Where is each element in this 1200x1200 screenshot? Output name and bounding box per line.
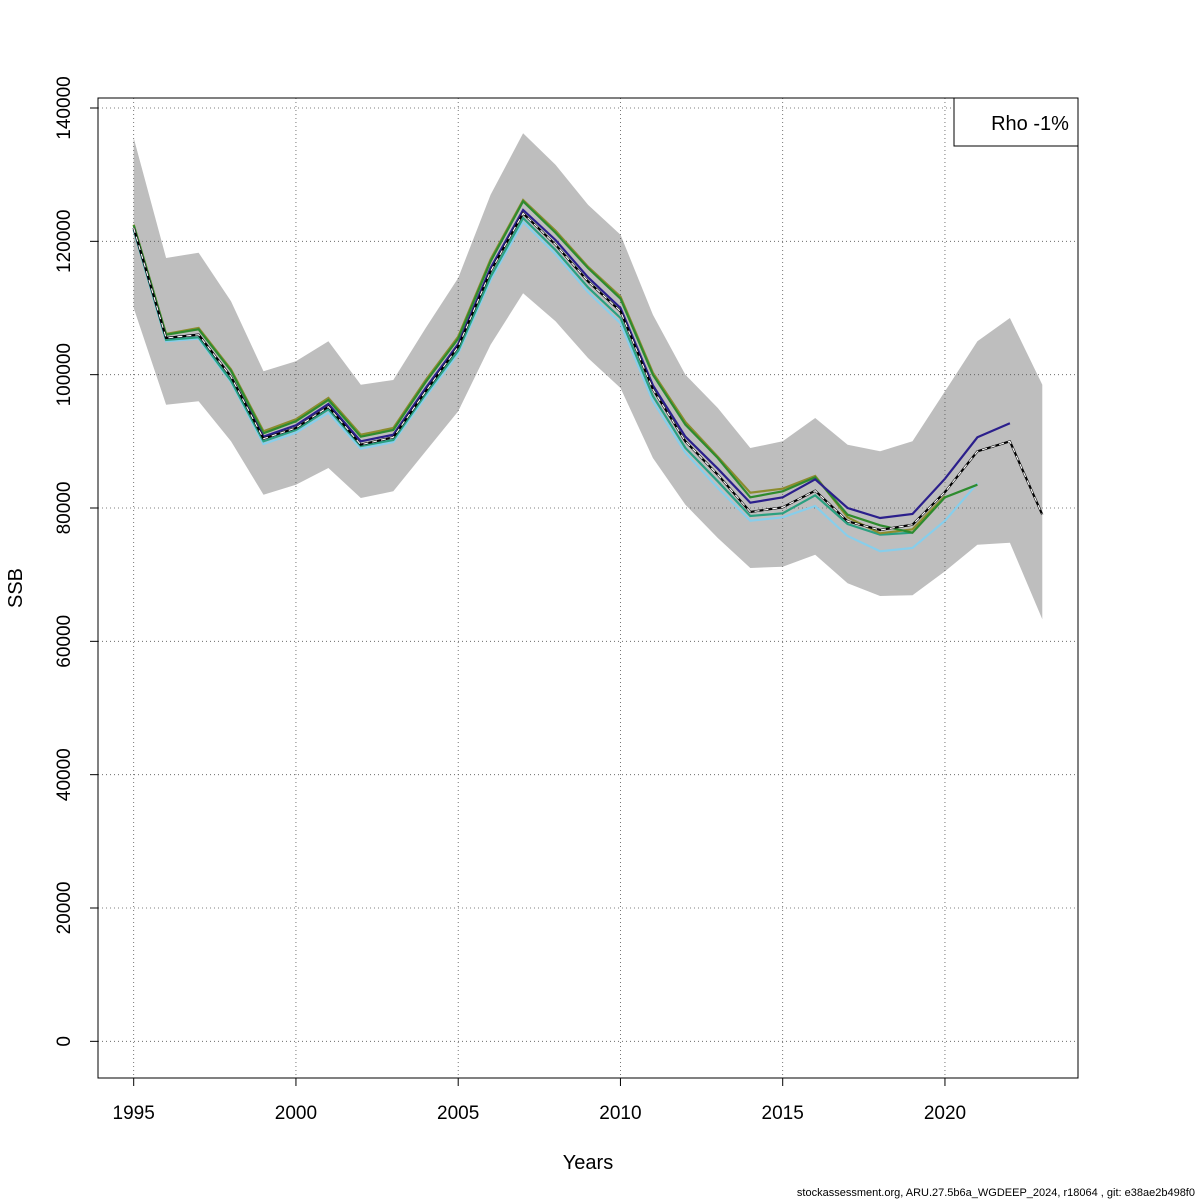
y-tick-label: 100000: [54, 343, 75, 406]
y-axis-title: SSB: [5, 568, 27, 608]
x-axis: 1995 2000 2005 2010 2015 2020: [113, 1077, 966, 1124]
series-line-1: [132, 208, 1011, 520]
y-tick-label: 20000: [54, 882, 75, 935]
series-line-base-dash: [133, 212, 1043, 531]
series-line-5: [132, 220, 979, 553]
legend: Rho -1%: [953, 97, 1079, 147]
y-axis: 0 20000 40000 60000 80000 100000 120000 140000: [54, 76, 99, 1047]
y-tick-label: 80000: [54, 482, 75, 535]
grid-layer: [98, 98, 1078, 1078]
y-tick-label: 120000: [54, 210, 75, 273]
legend-rho-label: Rho -1%: [991, 113, 1069, 135]
y-tick-label: 140000: [54, 76, 75, 139]
footer-source-text: stockassessment.org, ARU.27.5b6a_WGDEEP_…: [797, 1187, 1195, 1199]
x-axis-title: Years: [563, 1152, 613, 1174]
series-line-4: [132, 216, 913, 536]
confidence-band: [133, 133, 1043, 620]
y-tick-label: 60000: [54, 615, 75, 668]
x-tick-label: 1995: [113, 1103, 155, 1124]
series-line-2: [132, 199, 978, 534]
confidence-band-layer: [133, 133, 1043, 620]
y-tick-label: 40000: [54, 748, 75, 801]
y-tick-label: 0: [54, 1036, 75, 1047]
x-tick-label: 2005: [437, 1103, 479, 1124]
series-layer: [132, 198, 1044, 553]
x-tick-label: 2020: [924, 1103, 966, 1124]
x-tick-label: 2010: [599, 1103, 641, 1124]
series-line-3: [132, 198, 946, 535]
x-tick-label: 2000: [275, 1103, 317, 1124]
x-tick-label: 2015: [762, 1103, 804, 1124]
legend-box: [953, 97, 1079, 147]
